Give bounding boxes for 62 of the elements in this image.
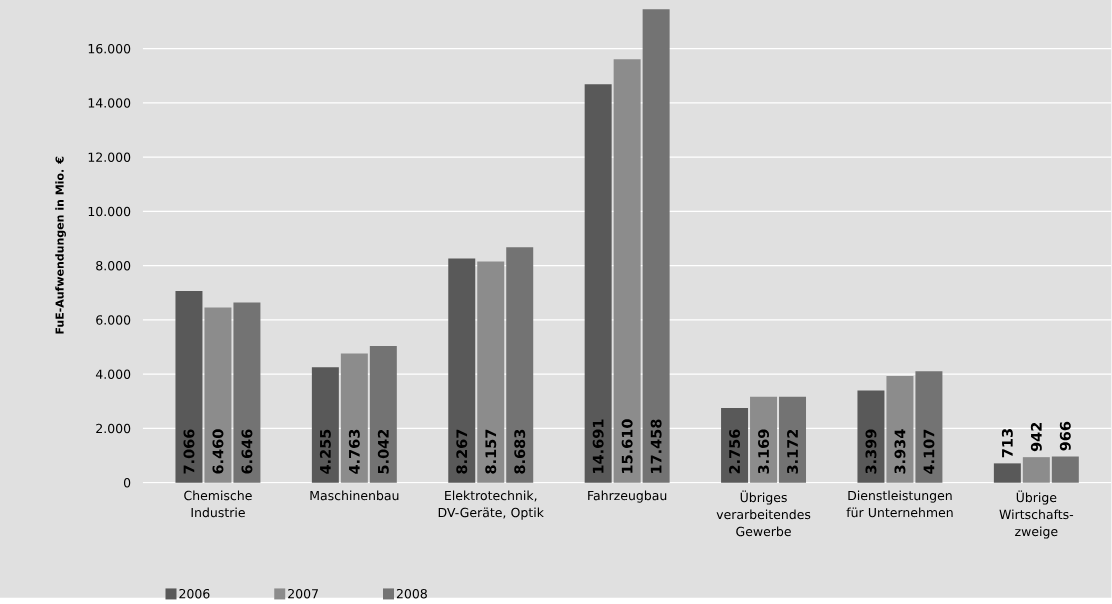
bar — [915, 371, 943, 483]
bar — [477, 261, 505, 483]
bar — [584, 84, 612, 483]
data-label: 4.255 — [319, 429, 331, 474]
legend-label: 2007 — [288, 589, 318, 599]
bar — [175, 291, 203, 483]
y-tick-label: 12.000 — [88, 152, 131, 162]
legend-label: 2006 — [179, 589, 210, 599]
data-label: 966 — [1059, 421, 1071, 451]
data-label: 8.157 — [485, 429, 497, 474]
bar — [721, 407, 749, 483]
y-tick-label: 4.000 — [95, 369, 131, 379]
y-tick-label: 0 — [123, 478, 131, 488]
bar — [506, 247, 534, 483]
y-tick-label: 16.000 — [88, 43, 131, 54]
y-tick-label: 2.000 — [96, 423, 131, 434]
data-label: 2.756 — [729, 429, 741, 474]
data-label: 942 — [1030, 423, 1042, 452]
bar — [448, 258, 476, 483]
data-label: 14.691 — [592, 419, 604, 473]
bar — [311, 367, 339, 483]
bar — [204, 307, 232, 483]
data-label: 5.042 — [377, 429, 389, 474]
data-label: 6.460 — [212, 429, 224, 474]
x-tick-label: Übrige Wirtschafts-zweige — [999, 490, 1074, 539]
bar — [857, 390, 885, 483]
x-tick-label: Elektrotechnik, DV-Geräte, Optik — [438, 490, 544, 520]
x-tick-label: Übriges verarbeitendes Gewerbe — [716, 490, 811, 537]
y-tick-label: 8.000 — [96, 261, 131, 271]
data-label: 8.267 — [456, 429, 468, 474]
data-label: 3.399 — [865, 429, 877, 474]
x-tick-label: Maschinenbau — [310, 490, 399, 501]
x-tick-label: Fahrzeugbau — [588, 490, 667, 503]
bar — [779, 396, 807, 483]
data-label: 3.169 — [758, 429, 770, 474]
y-tick-label: 10.000 — [88, 206, 131, 217]
data-label: 17.458 — [650, 419, 662, 473]
y-axis-title: FuE-Aufwendungen in Mio. € — [55, 156, 66, 334]
x-tick-label: Dienstleistungen für Unternehmen — [846, 490, 953, 518]
data-label: 3.934 — [894, 429, 906, 474]
data-label: 7.066 — [183, 429, 195, 474]
y-tick-label: 6.000 — [96, 315, 131, 325]
bar — [613, 59, 641, 483]
bar — [340, 353, 368, 483]
bar — [642, 9, 670, 483]
bar — [886, 376, 914, 483]
data-label: 8.683 — [514, 429, 526, 474]
data-label: 6.646 — [241, 429, 253, 474]
data-label: 4.107 — [923, 429, 935, 474]
bar — [750, 396, 778, 483]
bar — [369, 345, 397, 483]
data-label: 4.763 — [348, 429, 360, 474]
bar — [1022, 457, 1050, 483]
legend-label: 2008 — [396, 589, 427, 599]
data-label: 15.610 — [621, 419, 633, 473]
bar — [993, 463, 1021, 483]
bar — [1051, 456, 1079, 483]
y-tick-label: 14.000 — [88, 98, 131, 108]
data-label: 713 — [1001, 429, 1013, 458]
data-label: 3.172 — [787, 429, 798, 474]
bar — [233, 302, 261, 483]
x-tick-label: Chemische Industrie — [184, 490, 252, 518]
